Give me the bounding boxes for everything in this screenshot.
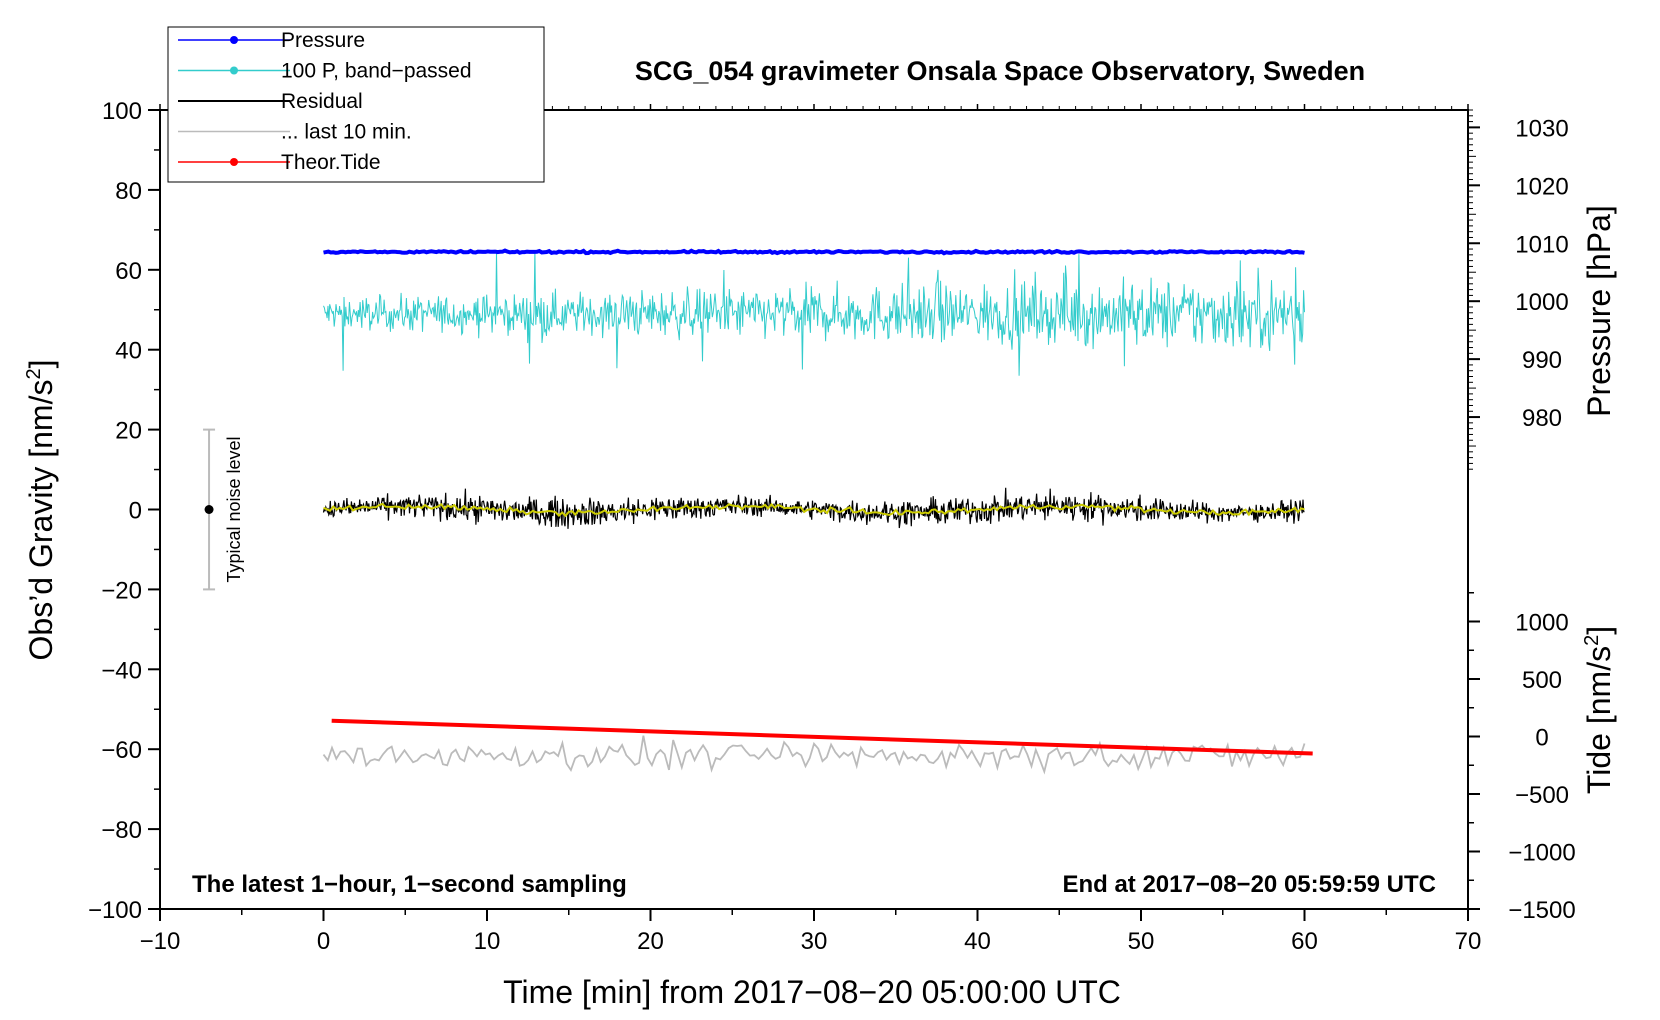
pressure-tick-label: 1000 — [1515, 289, 1568, 316]
tick-layer: −10 0 10 20 30 40 50 60 70−100−80−60−40−20020406… — [88, 98, 1576, 955]
tide-tick-label: −500 — [1515, 782, 1569, 809]
y-axis-title-tide-end: ] — [1581, 626, 1617, 635]
legend-box — [167, 26, 545, 183]
y-tick-label: 40 — [115, 338, 142, 365]
y-axis-title-gravity: Obs’d Gravity [nm/s2] — [23, 360, 59, 661]
pressure-tick-label: 990 — [1522, 347, 1562, 374]
pressure-tick-label: 1020 — [1515, 173, 1568, 200]
y-tick-label: −40 — [101, 657, 142, 684]
series-pressure — [323, 248, 1305, 256]
legend-label: Pressure — [281, 29, 365, 52]
pressure-tick-label: 980 — [1522, 405, 1562, 432]
pressure-tick-label: 1030 — [1515, 115, 1568, 142]
series-residual — [322, 487, 1305, 529]
x-tick-label: 20 — [637, 928, 664, 955]
tide-tick-label: −1500 — [1508, 897, 1575, 924]
y-tick-label: −80 — [101, 817, 142, 844]
y-axis-title-tide-main: Tide [nm/s — [1581, 646, 1617, 794]
y-axis-title-tide-sup: 2 — [1581, 635, 1603, 646]
tide-tick-label: 500 — [1522, 667, 1562, 694]
x-tick-label: −10 — [140, 928, 181, 955]
legend: Pressure 100 P, band−passed Residual ... la… — [167, 26, 545, 183]
legend-label: 100 P, band−passed — [281, 60, 472, 83]
noise-level-indicator: Typical noise level — [203, 428, 244, 591]
series-last-10-min — [322, 735, 1306, 775]
annotation-end-time: End at 2017−08−20 05:59:59 UTC — [1062, 871, 1436, 898]
legend-marker — [230, 158, 238, 166]
tide-tick-label: −1000 — [1508, 840, 1575, 867]
x-tick-label: 10 — [474, 928, 501, 955]
y-axis-title-gravity-sup: 2 — [23, 368, 45, 379]
tide-tick-label: 0 — [1535, 725, 1548, 752]
noise-bar-dot — [204, 505, 214, 514]
noise-level-label: Typical noise level — [224, 436, 244, 582]
series-residual-smoothed — [323, 502, 1305, 518]
series-bandpassed-pressure — [323, 250, 1305, 376]
x-tick-label: 50 — [1128, 928, 1155, 955]
legend-marker — [230, 66, 238, 75]
plot-series-layer — [322, 248, 1313, 775]
y-tick-label: −60 — [101, 737, 142, 764]
x-tick-label: 30 — [801, 928, 828, 955]
y-tick-label: 80 — [115, 178, 142, 205]
annotation-sampling: The latest 1−hour, 1−second sampling — [192, 871, 627, 898]
y-axis-title-gravity-main: Obs’d Gravity [nm/s — [23, 380, 59, 661]
x-tick-label: 70 — [1455, 928, 1482, 955]
y-tick-label: −100 — [88, 897, 142, 924]
y-tick-label: 0 — [129, 498, 142, 525]
y-axis-title-tide: Tide [nm/s2] — [1581, 626, 1617, 794]
y-axis-title-gravity-end: ] — [23, 360, 59, 369]
y-tick-label: 60 — [115, 258, 142, 285]
pressure-tick-label: 1010 — [1515, 231, 1568, 258]
x-tick-label: 0 — [317, 928, 330, 955]
y-tick-label: 20 — [115, 418, 142, 445]
x-tick-label: 40 — [964, 928, 991, 955]
legend-label: Residual — [281, 90, 363, 113]
y-tick-label: −20 — [101, 577, 142, 604]
legend-label: ... last 10 min. — [281, 121, 412, 144]
legend-marker — [230, 36, 238, 44]
chart-title: SCG_054 gravimeter Onsala Space Observat… — [635, 56, 1365, 86]
x-axis-title: Time [min] from 2017−08−20 05:00:00 UTC — [503, 974, 1121, 1010]
y-axis-title-pressure: Pressure [hPa] — [1581, 205, 1617, 417]
series-theoretical-tide — [331, 718, 1313, 756]
y-tick-label: 100 — [102, 98, 142, 125]
legend-label: Theor.Tide — [281, 151, 381, 174]
tide-tick-label: 1000 — [1515, 610, 1568, 637]
x-tick-label: 60 — [1291, 928, 1318, 955]
